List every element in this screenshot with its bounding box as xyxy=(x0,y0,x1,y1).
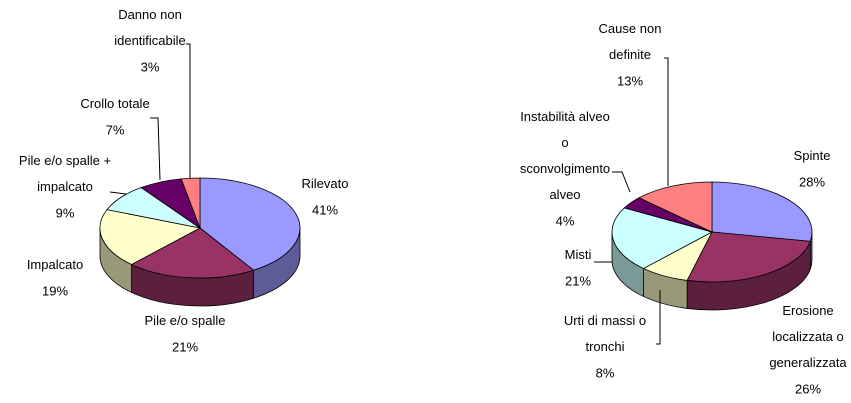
slice-label: Cause non definite xyxy=(599,21,662,62)
slice-label: Urti di massi o tronchi xyxy=(564,313,646,354)
slice-value: 21% xyxy=(565,273,591,288)
slice xyxy=(686,231,811,283)
slice-value: 8% xyxy=(596,365,615,380)
slice-value: 28% xyxy=(799,174,825,189)
slice-value: 7% xyxy=(106,122,125,137)
leader-line xyxy=(186,43,191,178)
slice-label: Danno non identificabile xyxy=(114,7,186,48)
leader-line xyxy=(109,191,127,195)
slice-label: Impalcato xyxy=(27,257,83,272)
slice xyxy=(199,177,301,271)
slice-value: 13% xyxy=(617,73,643,88)
slice-value: 3% xyxy=(141,59,160,74)
leader-line xyxy=(150,117,161,181)
slice xyxy=(611,207,714,269)
slice-value: 26% xyxy=(795,381,821,396)
slice-label: Pile e/o spalle + impalcato xyxy=(19,153,111,194)
slice xyxy=(130,227,255,279)
slice xyxy=(638,181,713,233)
slice-value: 21% xyxy=(172,339,198,354)
slice-value: 4% xyxy=(556,213,575,228)
slice-label: Instabilità alveo o sconvolgimento alveo xyxy=(520,109,610,202)
slice-value: 19% xyxy=(42,283,68,298)
slice-label: Crollo totale xyxy=(80,96,149,111)
leader-line xyxy=(612,171,631,193)
slice-label: Pile e/o spalle xyxy=(145,313,226,328)
slice-label: Misti xyxy=(565,247,592,262)
slice-label: Erosione localizzata o generalizzata xyxy=(769,303,847,370)
slice-label: Rilevato xyxy=(302,176,349,191)
slice xyxy=(711,181,813,242)
leader-line xyxy=(664,57,669,186)
slice-value: 9% xyxy=(56,205,75,220)
leader-line xyxy=(656,290,661,345)
slice-label: Spinte xyxy=(794,148,831,163)
slice xyxy=(180,177,201,229)
slice-value: 41% xyxy=(312,202,338,217)
